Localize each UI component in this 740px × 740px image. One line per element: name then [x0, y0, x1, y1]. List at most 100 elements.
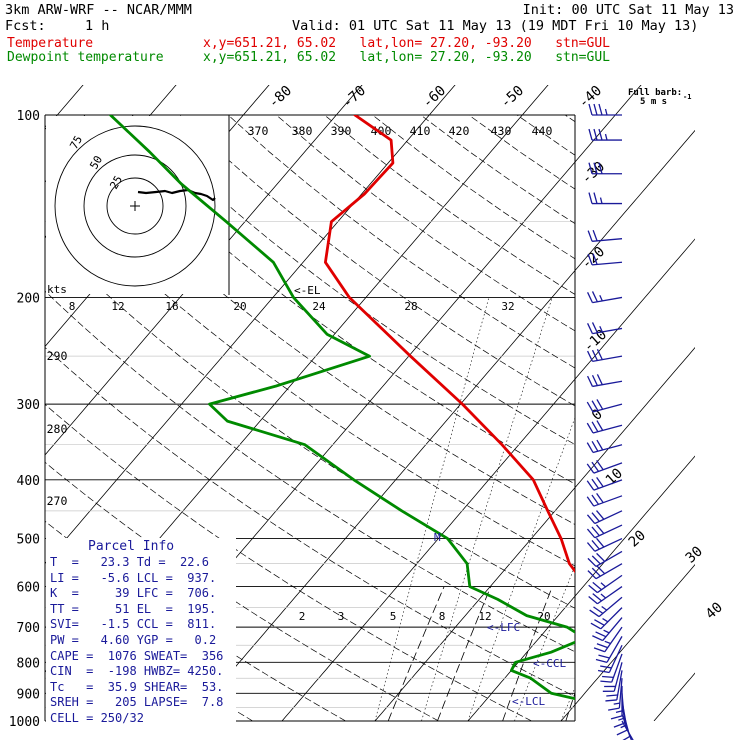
barb-full — [591, 374, 598, 386]
barb-full — [587, 230, 593, 242]
mixing-ratio-lines: 2 3 5 8 12 20 — [299, 586, 575, 721]
wind-barb — [587, 550, 623, 567]
barb-full — [593, 128, 598, 141]
barb-full — [586, 442, 594, 453]
isotherm-label: -50 — [498, 83, 528, 112]
barb-shaft — [621, 720, 634, 740]
wind-barb — [621, 720, 634, 740]
dewpoint-location: x,y=651.21, 65.02 lat,lon= 27.20, -93.20… — [203, 50, 610, 65]
wind-barb — [587, 349, 623, 363]
wind-barb — [588, 128, 622, 141]
barb-full — [591, 567, 601, 577]
parcel-info-row: SREH = 205 LAPSE= 7.8 — [50, 695, 224, 710]
barb-full — [591, 494, 600, 505]
wind-barb — [586, 537, 623, 552]
mixing-ratio-label: 5 — [390, 610, 397, 623]
barb-full — [591, 526, 600, 537]
barb-full — [586, 480, 595, 491]
barb-full — [591, 555, 601, 565]
barb-full — [589, 609, 600, 618]
barb-full — [596, 492, 604, 504]
barb-full — [588, 128, 593, 141]
wind-barb — [586, 524, 623, 539]
barb-full — [588, 162, 593, 174]
valid-time: Valid: 01 UTC Sat 11 May 13 (19 MDT Fri … — [292, 18, 699, 34]
level-marker-m: M — [434, 531, 441, 544]
barb-full — [593, 647, 606, 653]
temperature-location: x,y=651.21, 65.02 lat,lon= 27.20, -93.20… — [203, 36, 610, 51]
dry-adiabat — [45, 124, 575, 525]
barb-full — [592, 593, 602, 602]
barb-full — [588, 595, 598, 605]
barb-full — [587, 253, 593, 266]
barb-full — [587, 350, 594, 362]
pressure-tick-label: 200 — [17, 291, 40, 306]
level-marker-ccl: <-CCL — [533, 657, 566, 670]
barb-full — [592, 635, 603, 642]
wind-barb — [587, 253, 623, 266]
wind-barb — [586, 439, 623, 454]
isotherm-line — [45, 85, 363, 456]
barb-legend-line1: Full barb: — [628, 88, 682, 98]
wind-barb — [587, 322, 623, 335]
parcel-info-row: PW = 4.60 YGP = 0.2 — [50, 632, 217, 647]
dry-adiabat — [45, 346, 575, 697]
mixing-ratio-line — [387, 586, 445, 721]
pressure-tick-label: 500 — [17, 533, 40, 548]
barb-full — [587, 292, 594, 303]
barb-full — [590, 622, 602, 630]
barb-full — [597, 669, 610, 674]
barb-shaft — [592, 380, 623, 388]
barb-full — [591, 540, 600, 550]
theta-label: 380 — [292, 124, 313, 138]
barb-full — [586, 422, 594, 434]
parcel-info-row: T = 23.3 Td = 22.6 — [50, 555, 209, 569]
barb-full — [622, 735, 631, 740]
barb-full — [587, 375, 594, 387]
wind-barb — [587, 374, 623, 388]
barb-half — [599, 197, 603, 204]
barb-full — [592, 229, 598, 242]
barb-full — [591, 512, 600, 522]
pressure-tick-label: 1000 — [9, 715, 40, 730]
barb-full — [596, 524, 605, 534]
barb-full — [613, 722, 625, 728]
isotherm-line — [374, 347, 695, 721]
barb-full — [598, 128, 603, 141]
wind-barb — [600, 653, 623, 683]
wind-barb — [588, 192, 622, 205]
hodograph-trace — [137, 188, 216, 202]
hodograph-background — [46, 116, 229, 294]
wind-barb — [588, 103, 622, 116]
pressure-tick-label: 600 — [17, 581, 40, 596]
mixing-ratio-label: 12 — [478, 610, 491, 623]
dewpoint-legend: Dewpoint temperature — [7, 50, 164, 65]
parcel-info-row: CAPE = 1076 SWEAT= 356 — [50, 648, 224, 663]
isotherm-line — [188, 129, 695, 721]
barb-legend-unit: -1 — [683, 93, 691, 101]
mixing-ratio-line — [502, 586, 553, 721]
barb-half — [599, 294, 603, 302]
hodograph-ring — [106, 177, 164, 235]
barb-full — [596, 565, 606, 575]
pressure-axis: 100 200 300 400 500 600 700 800 900 1000 — [9, 109, 40, 730]
speed-label: 32 — [501, 300, 514, 313]
barb-full — [587, 323, 594, 334]
barb-full — [596, 374, 603, 385]
barb-full — [592, 253, 598, 265]
barb-full — [596, 537, 605, 548]
moist-adiabat — [654, 297, 740, 721]
moist-adiabat — [421, 297, 553, 721]
wind-barb — [586, 399, 623, 413]
moist-adiabat — [608, 297, 740, 721]
barb-full — [596, 439, 604, 451]
wind-barb — [590, 607, 623, 630]
barb-half — [604, 108, 608, 116]
barb-full — [591, 400, 599, 411]
isotherm-label: -80 — [266, 83, 296, 112]
mixing-ratio-label: 8 — [439, 610, 446, 623]
theta-label: 430 — [491, 124, 512, 138]
barb-full — [586, 463, 595, 474]
barb-full — [591, 349, 598, 361]
barb-full — [591, 478, 600, 489]
